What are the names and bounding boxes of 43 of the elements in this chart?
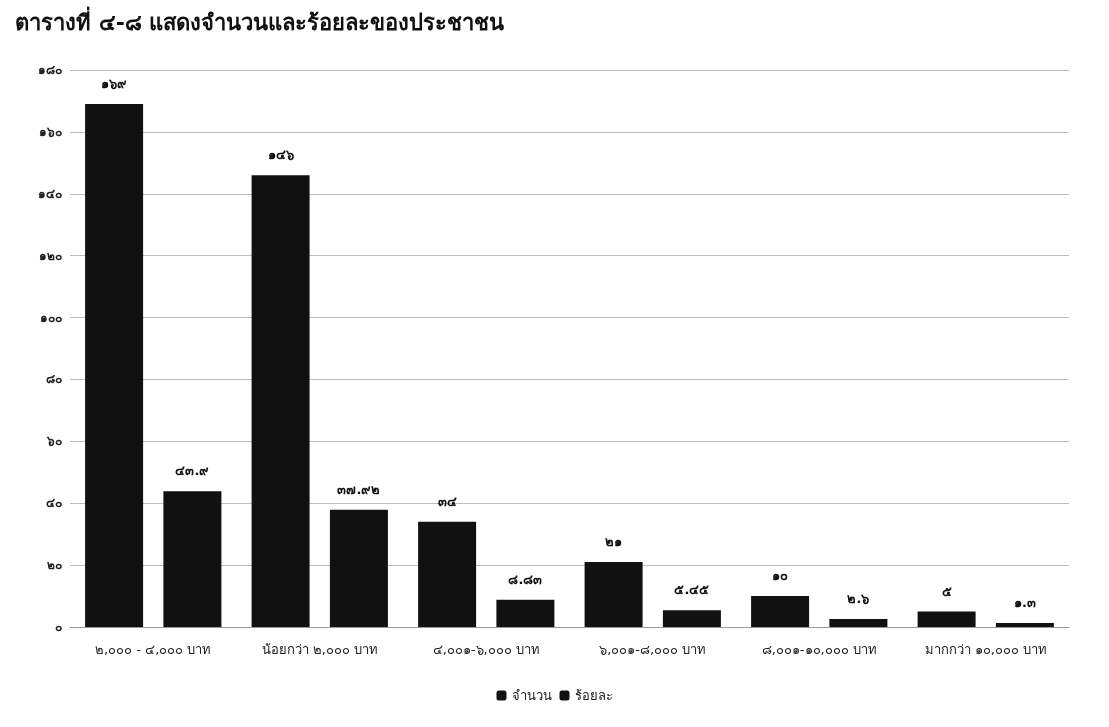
y-tick-label: ๑๐๐ [40,310,62,325]
bar [995,622,1054,627]
data-label: ๑๖๙ [101,76,128,92]
y-tick-label: ๒๐ [47,558,62,573]
y-tick-label: ๑๒๐ [39,248,62,263]
x-tick-label: ๔,๐๐๑-๖,๐๐๐ บาท [432,642,540,657]
bar [829,618,888,627]
data-label: ๒.๖ [847,590,870,606]
bar [85,104,144,627]
y-tick-label: ๑๖๐ [39,124,62,139]
bar [496,599,555,627]
bar [917,611,976,627]
data-label: ๑๐ [772,568,789,584]
data-label: ๕.๔๕ [674,582,710,598]
bar [163,491,222,627]
data-label: ๒๑ [605,534,623,550]
data-label: ๑๔๖ [267,147,294,163]
bar [251,175,310,627]
x-tick-label: ๘,๐๐๑-๑๐,๐๐๐ บาท [761,642,877,657]
bar [584,562,643,627]
bar [662,610,721,627]
y-tick-label: ๑๘๐ [38,63,62,77]
data-label: ๔๓.๙ [175,463,210,479]
bar [329,509,388,627]
y-tick-label: ๑๔๐ [38,186,62,201]
bar [751,596,810,627]
data-label: ๑.๓ [1013,594,1036,610]
x-tick-label: ๖,๐๐๑-๘,๐๐๐ บาท [599,642,707,657]
data-label: ๓๗.๙๒ [337,481,381,497]
y-tick-label: ๘๐ [46,372,62,387]
data-label: ๓๔ [437,493,457,509]
x-tick-label: ๒,๐๐๐ - ๔,๐๐๐ บาท [95,642,212,657]
x-tick-label: น้อยกว่า ๒,๐๐๐ บาท [261,642,378,657]
y-tick-label: ๐ [55,620,62,634]
data-label: ๕ [941,583,952,599]
chart-title: ตารางที่ ๔-๘ แสดงจำนวนและร้อยละของประชาชน [15,5,505,35]
y-tick-label: ๔๐ [46,496,62,511]
x-tick-label: มากกว่า ๑๐,๐๐๐ บาท [924,642,1047,657]
legend-label: ร้อยละ [574,688,613,703]
data-label: ๘.๘๓ [508,571,543,587]
y-tick-label: ๖๐ [46,434,62,449]
bar [418,521,477,627]
legend-label: จำนวน [511,688,552,703]
